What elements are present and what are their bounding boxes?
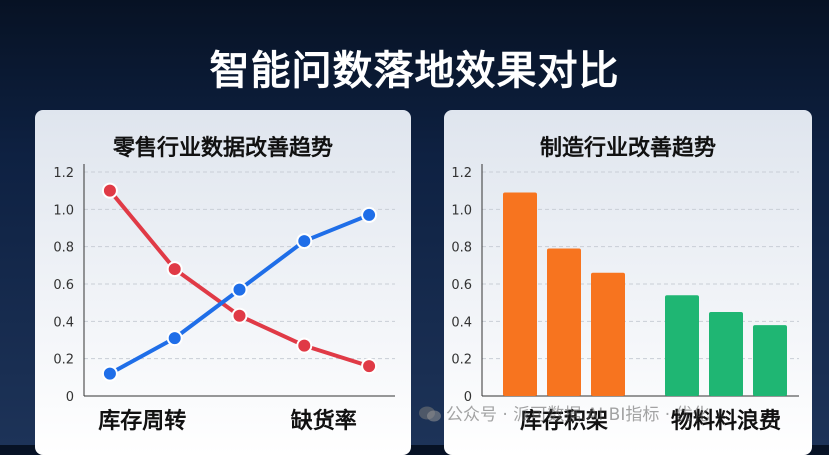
retail-series-0-point — [166, 261, 183, 278]
retail-category-label: 缺货率 — [291, 408, 357, 434]
watermark: 公众号 · 派可数据.AI BI指标 · 优化 — [418, 400, 710, 425]
retail-series-1-point — [231, 281, 248, 298]
retail-ytick-label: 1.2 — [53, 166, 74, 181]
manufacturing-category-label: 物料料浪费 — [671, 408, 781, 434]
retail-chart-panel: 零售行业数据改善趋势 0 0.2 0.4 0.6 0.8 1.0 1.2 库存周转 缺货率 — [35, 110, 411, 455]
manufacturing-bar — [665, 295, 699, 396]
retail-series-1-point — [361, 206, 378, 223]
manufacturing-ytick-label: 1.0 — [451, 203, 472, 218]
retail-series-0-point — [361, 358, 378, 375]
retail-ytick-label: 0 — [66, 390, 74, 405]
retail-chart-title: 零售行业数据改善趋势 — [112, 136, 333, 161]
manufacturing-bar — [753, 325, 787, 396]
retail-ytick-label: 0.2 — [53, 353, 74, 368]
wechat-icon — [419, 406, 441, 422]
manufacturing-bar-chart: 0 0.2 0.4 0.6 0.8 1.0 1.2 库存积架 物料料浪费 — [451, 164, 799, 434]
retail-ytick-label: 0.4 — [53, 315, 74, 330]
watermark-text: 公众号 · 派可数据.AI BI指标 · 优化 — [446, 405, 710, 425]
retail-series-1-point — [166, 330, 183, 347]
manufacturing-bar — [709, 312, 743, 396]
retail-ytick-label: 0.6 — [53, 278, 74, 293]
retail-ytick-label: 1.0 — [53, 203, 74, 218]
page-title: 智能问数落地效果对比 — [209, 48, 620, 94]
retail-series-0-point — [231, 307, 248, 324]
manufacturing-ytick-label: 0 — [464, 390, 472, 405]
manufacturing-bar — [547, 248, 581, 396]
retail-ytick-label: 0.8 — [53, 241, 74, 256]
manufacturing-bar — [591, 272, 625, 396]
retail-series-0-point — [296, 337, 313, 354]
retail-series-0-point — [101, 182, 118, 199]
retail-series-1-point — [101, 365, 118, 382]
manufacturing-chart-title: 制造行业改善趋势 — [539, 136, 716, 161]
manufacturing-category-label: 库存积架 — [520, 408, 608, 434]
retail-series-1-point — [296, 233, 313, 250]
retail-category-label: 库存周转 — [98, 408, 186, 434]
retail-line-chart: 0 0.2 0.4 0.6 0.8 1.0 1.2 库存周转 缺货率 — [53, 164, 395, 434]
manufacturing-ytick-label: 0.4 — [451, 315, 472, 330]
manufacturing-ytick-label: 1.2 — [451, 166, 472, 181]
retail-series-line-0 — [108, 189, 370, 369]
manufacturing-ytick-label: 0.8 — [451, 241, 472, 256]
manufacturing-chart-panel: 制造行业改善趋势 0 0.2 0.4 0.6 0.8 1.0 1.2 库存积架 物料料浪费 — [444, 110, 812, 455]
manufacturing-bar — [503, 192, 537, 396]
manufacturing-ytick-label: 0.6 — [451, 278, 472, 293]
manufacturing-ytick-label: 0.2 — [451, 353, 472, 368]
